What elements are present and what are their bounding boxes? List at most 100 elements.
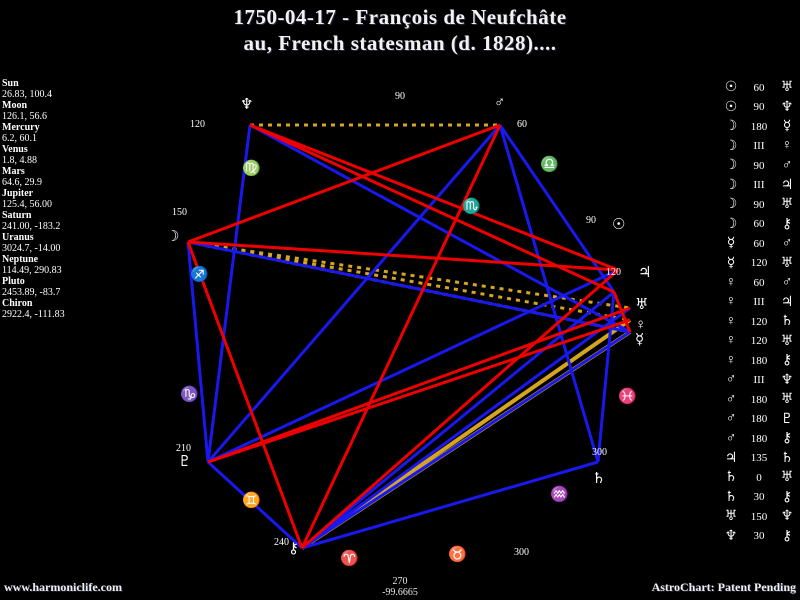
aspect-planet2-icon: ⚷ (781, 431, 793, 447)
planet-values: 2922.4, -111.83 (2, 309, 65, 320)
aspect-planet1-icon: ♄ (724, 489, 738, 505)
aspect-planet1-icon: ☽ (724, 138, 738, 154)
aspect-degree: III (753, 296, 765, 309)
aspect-degree: 60 (753, 276, 765, 289)
aspect-planet2-icon: ☿ (782, 119, 792, 135)
aspect-row: ♀ 180 ⚷ (710, 351, 798, 371)
planet-row: Chiron 2922.4, -111.83 (2, 298, 88, 320)
planet-row: Moon 126.1, 56.6 (2, 100, 88, 122)
aspect-line (249, 123, 615, 294)
aspect-planet1-icon: ♀ (725, 352, 737, 368)
neptune-degree-label: 120 (190, 119, 205, 130)
planet-row: Sun 26.83, 100.4 (2, 78, 88, 100)
aspect-line (301, 290, 615, 550)
aspect-line (498, 124, 616, 293)
page-title: 1750-04-17 - François de Neufchâte au, F… (0, 4, 800, 56)
aspect-degree: 135 (750, 452, 768, 465)
aspect-row: ♆ 30 ⚷ (710, 527, 798, 547)
chart-canvas[interactable]: ♆ 120 ♂ 60 ☽ 150 ☉ 90 ♃ 120 ♅ ♀ ☿ ♇ 210 ⚷ 240 ♄ 300 ♍ ♎ ♏ ♐ ♑ ♒ ♓… (90, 70, 710, 570)
aspect-line (301, 268, 619, 550)
footer-patent: AstroChart: Patent Pending (651, 580, 796, 594)
aspect-degree: 120 (750, 315, 768, 328)
aspect-planet2-icon: ♄ (780, 314, 794, 330)
aspect-planet1-icon: ♅ (724, 509, 738, 525)
aspect-planet1-icon: ☽ (724, 158, 738, 174)
aspect-degree: 60 (753, 237, 765, 250)
jupiter-degree-label: 120 (606, 267, 621, 278)
aspect-planet1-icon: ♀ (725, 274, 737, 290)
aspect-degree: 150 (750, 510, 768, 523)
aspect-planet2-icon: ♅ (780, 392, 794, 408)
aspect-planet2-icon: ♇ (780, 411, 794, 427)
aspect-row: ♂ III ♆ (710, 371, 798, 391)
zodiac-sign-icon: ♓ (618, 389, 637, 405)
aspect-planet2-icon: ♀ (781, 138, 793, 154)
aspect-row: ☽ III ♀ (710, 137, 798, 157)
zodiac-sign-icon: ♒ (550, 487, 569, 503)
aspect-planet1-icon: ♂ (725, 372, 737, 388)
planet-row: Uranus 3024.7, -14.00 (2, 232, 88, 254)
aspect-planet1-icon: ♂ (725, 391, 737, 407)
aspect-row: ☽ 180 ☿ (710, 117, 798, 137)
aspect-line (186, 241, 304, 549)
aspect-degree: 90 (753, 198, 765, 211)
aspect-line (206, 124, 502, 463)
aspect-planet2-icon: ♅ (780, 255, 794, 271)
planet-values: 114.49, 290.83 (2, 265, 62, 276)
saturn-degree-label: 300 (592, 447, 607, 458)
zodiac-sign-icon: ♈ (340, 551, 359, 567)
pluto-degree-label: 210 (176, 443, 191, 454)
soft-aspect-lines (186, 123, 631, 550)
planet-values: 26.83, 100.4 (2, 89, 52, 100)
planet-values: 1.8, 4.88 (2, 155, 37, 166)
aspect-row: ♂ 180 ⚷ (710, 429, 798, 449)
aspect-row: ♀ 120 ♄ (710, 312, 798, 332)
aspect-planet2-icon: ♃ (780, 177, 794, 193)
title-line-2: au, French statesman (d. 1828).... (243, 31, 557, 55)
aspect-degree: 120 (750, 335, 768, 348)
planet-row: Venus 1.8, 4.88 (2, 144, 88, 166)
aspect-degree: 180 (750, 120, 768, 133)
planet-row: Mercury 6.2, 60.1 (2, 122, 88, 144)
aspect-row: ♃ 135 ♄ (710, 449, 798, 469)
aspect-line (206, 460, 304, 550)
planet-name: Jupiter (2, 188, 34, 199)
aspect-degree: 90 (753, 101, 765, 114)
aspect-planet1-icon: ♀ (725, 313, 737, 329)
chart-degree-marker: 90 (395, 91, 405, 102)
aspect-row: ☿ 60 ♂ (710, 234, 798, 254)
footer-center-line-1: 270 (392, 576, 408, 587)
aspect-planet1-icon: ☽ (724, 197, 738, 213)
aspect-degree: 180 (750, 413, 768, 426)
aspect-planet1-icon: ☉ (724, 99, 738, 115)
aspect-planet2-icon: ⚷ (781, 216, 793, 232)
footer-center: 270 -99.6665 (0, 576, 800, 598)
aspect-planet1-icon: ☽ (724, 177, 738, 193)
planet-values: 125.4, 56.00 (2, 199, 52, 210)
footer-website[interactable]: www.harmoniclife.com (4, 580, 122, 594)
aspect-degree: III (753, 140, 765, 153)
aspect-planet1-icon: ♀ (725, 333, 737, 349)
aspect-planet1-icon: ☉ (724, 80, 738, 96)
footer-center-line-2: -99.6665 (382, 587, 418, 598)
aspect-planet2-icon: ♂ (781, 157, 793, 173)
aspect-row: ☽ III ♃ (710, 176, 798, 196)
aspect-row: ☽ 60 ⚷ (710, 215, 798, 235)
aspect-degree: III (753, 179, 765, 192)
aspect-row: ♀ III ♃ (710, 293, 798, 313)
aspect-planet1-icon: ♆ (724, 528, 738, 544)
planet-values: 241.00, -183.2 (2, 221, 61, 232)
planet-row: Pluto 2453.89, -83.7 (2, 276, 88, 298)
aspect-planet2-icon: ♃ (780, 294, 794, 310)
aspect-row: ♀ 60 ♂ (710, 273, 798, 293)
aspect-lines-svg (186, 123, 632, 550)
mars-degree-label: 60 (517, 119, 527, 130)
aspect-row: ☉ 60 ♅ (710, 78, 798, 98)
aspect-line (301, 330, 631, 550)
planet-row: Mars 64.6, 29.9 (2, 166, 88, 188)
aspect-degree: 90 (753, 159, 765, 172)
aspect-planet1-icon: ♄ (724, 470, 738, 486)
planet-name: Saturn (2, 210, 32, 221)
aspect-planet2-icon: ♅ (780, 333, 794, 349)
aspect-row: ♀ 120 ♅ (710, 332, 798, 352)
